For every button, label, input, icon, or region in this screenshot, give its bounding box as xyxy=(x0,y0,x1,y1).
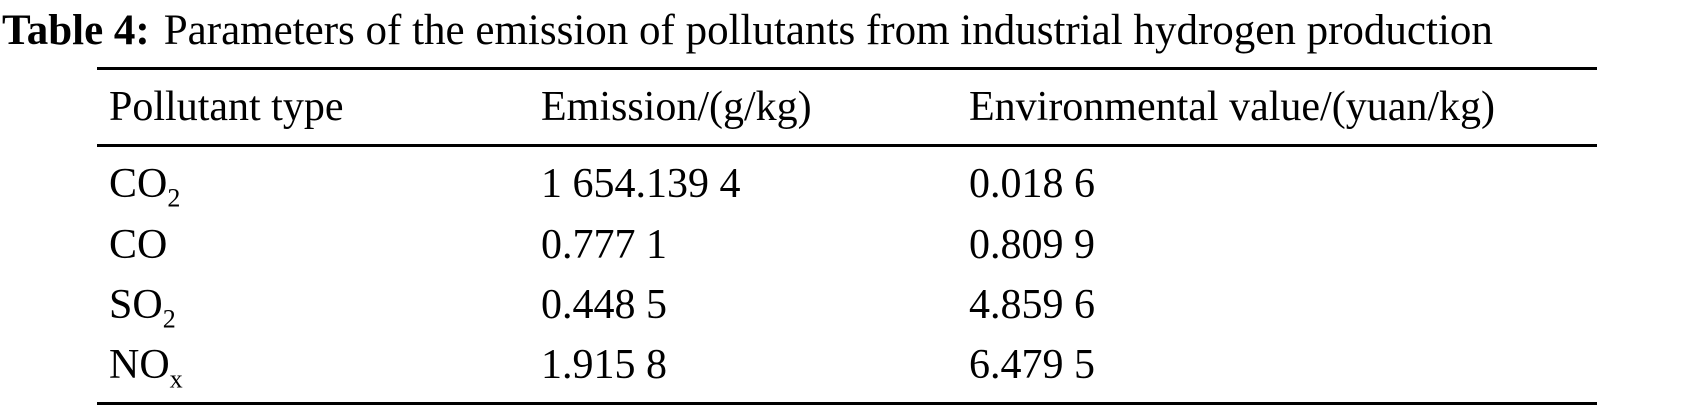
table-header-row: Pollutant type Emission/(g/kg) Environme… xyxy=(97,67,1597,148)
pollutant-cell: CO2 xyxy=(97,146,529,215)
table-caption-text: Parameters of the emission of pollutants… xyxy=(163,7,1493,54)
column-header-emission: Emission/(g/kg) xyxy=(529,67,957,148)
column-header-pollutant-type: Pollutant type xyxy=(97,67,529,148)
table-row: CO2 1 654.139 4 0.018 6 xyxy=(97,146,1597,215)
pollutant-subscript: 2 xyxy=(167,183,181,213)
pollutant-formula: NO xyxy=(109,342,170,388)
emission-cell: 0.777 1 xyxy=(541,221,667,268)
emission-cell: 1.915 8 xyxy=(541,342,667,388)
pollutant-cell: SO2 xyxy=(97,275,529,335)
pollutant-cell: CO xyxy=(97,215,529,275)
pollutant-formula: CO xyxy=(109,161,168,208)
pollutant-subscript: x xyxy=(169,364,183,394)
table-row: NOx 1.915 8 6.479 5 xyxy=(97,335,1597,404)
emission-cell: 0.448 5 xyxy=(541,281,667,328)
column-header-environmental-value: Environmental value/(yuan/kg) xyxy=(957,67,1597,148)
environmental-value-cell: 0.809 9 xyxy=(969,221,1095,268)
pollutant-formula: CO xyxy=(109,221,168,268)
environmental-value-cell: 6.479 5 xyxy=(969,342,1095,388)
emission-cell: 1 654.139 4 xyxy=(541,161,741,208)
pollutant-cell: NOx xyxy=(97,335,529,404)
table-caption: Table 4: Parameters of the emission of po… xyxy=(2,6,1692,55)
table-row: CO 0.777 1 0.809 9 xyxy=(97,215,1597,275)
table-caption-label: Table 4: xyxy=(2,7,150,54)
pollutant-parameters-table: Pollutant type Emission/(g/kg) Environme… xyxy=(97,67,1597,405)
pollutant-formula: SO xyxy=(109,281,163,328)
environmental-value-cell: 0.018 6 xyxy=(969,161,1095,208)
pollutant-subscript: 2 xyxy=(162,304,176,334)
table-row: SO2 0.448 5 4.859 6 xyxy=(97,275,1597,335)
environmental-value-cell: 4.859 6 xyxy=(969,281,1095,328)
